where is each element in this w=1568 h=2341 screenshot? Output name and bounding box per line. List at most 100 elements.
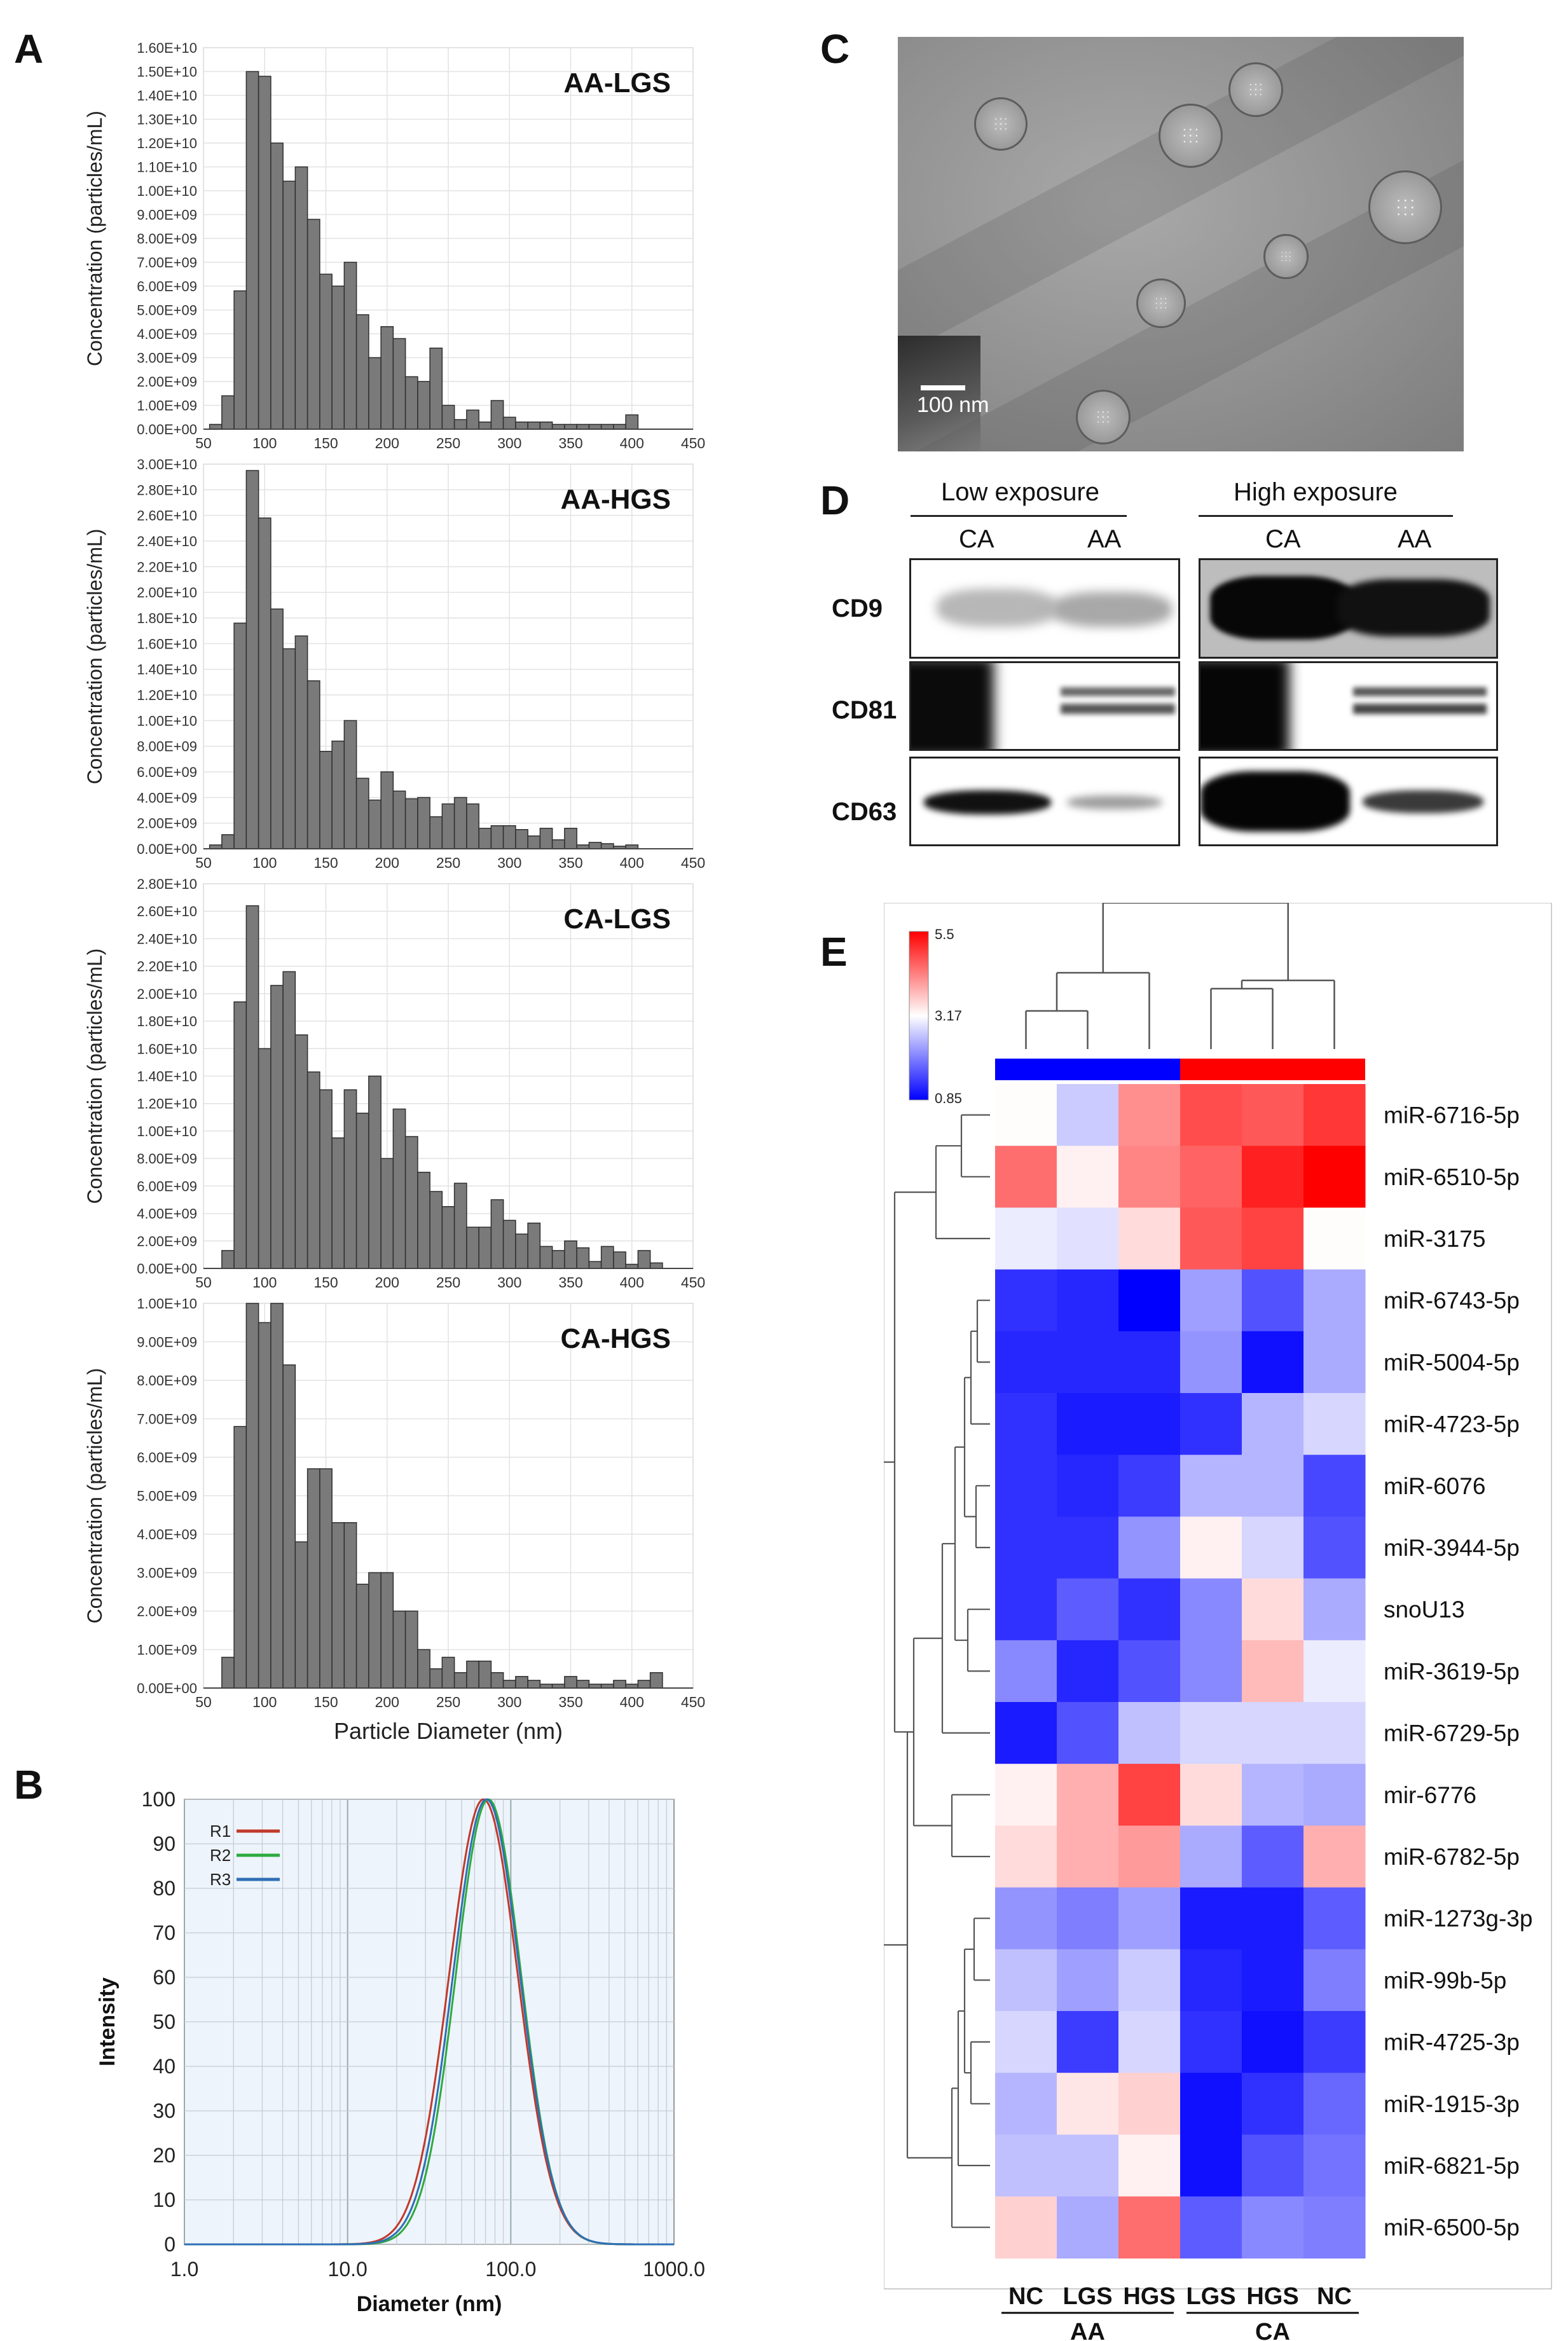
heatmap-cell (1242, 2011, 1304, 2073)
histogram-bar (527, 835, 541, 849)
y-tick-label: 2.80E+10 (137, 482, 197, 498)
y-tick-label: 1.50E+10 (137, 64, 197, 80)
y-tick-label: 5.00E+09 (137, 1488, 197, 1504)
row-label: miR-6500-5p (1384, 2214, 1520, 2241)
y-tick-label: 4.00E+09 (137, 1206, 197, 1222)
heatmap-cell (995, 1393, 1057, 1455)
heatmap-cell (1180, 1207, 1242, 1270)
histogram-bar (404, 1610, 418, 1689)
y-tick-label: 3.00E+09 (137, 1565, 197, 1581)
y-tick-label: 1.60E+10 (137, 40, 197, 56)
lane-label: AA (1087, 525, 1122, 553)
histogram-bar (258, 76, 272, 430)
histogram-bar (441, 1206, 455, 1269)
histogram-bar (258, 517, 272, 849)
heatmap-cell (1303, 1640, 1366, 1703)
heatmap-cell (1118, 1207, 1181, 1270)
histogram-bar (245, 470, 259, 849)
heatmap-cell (1242, 1393, 1304, 1455)
histogram-bar (343, 1089, 357, 1269)
histogram-bar (392, 790, 406, 849)
histogram-bar (355, 314, 369, 430)
histogram-bar (355, 778, 369, 849)
y-axis-label: Concentration (particles/mL) (83, 1368, 106, 1624)
row-label: miR-4723-5p (1384, 1411, 1520, 1438)
heatmap-cell (1057, 1949, 1119, 2012)
histogram-bar (441, 1656, 455, 1689)
x-tick-label: 150 (313, 855, 338, 871)
y-tick-label: 6.00E+09 (137, 1178, 197, 1194)
histogram-bar (306, 680, 320, 849)
histogram-bar (331, 1522, 345, 1689)
group-high-exposure: High exposure (1234, 478, 1398, 506)
histogram-bar (233, 290, 247, 430)
histogram-bar (564, 423, 577, 430)
histogram-bar (637, 1250, 651, 1269)
histogram-bar (649, 1672, 663, 1689)
blot-cd63-low (909, 757, 1180, 846)
heatmap-cell (995, 1578, 1057, 1641)
histogram-bar (221, 395, 235, 430)
heatmap-cell (1242, 1455, 1304, 1517)
scale-mid-label: 3.17 (935, 1008, 962, 1024)
heatmap-cell (995, 1455, 1057, 1517)
heatmap-cell (1118, 1640, 1181, 1703)
heatmap-cell (995, 1084, 1057, 1146)
histogram-bar (478, 1226, 492, 1269)
heatmap-cell (1118, 1702, 1181, 1764)
heatmap-cell (1118, 1764, 1181, 1826)
histogram-bar (613, 1251, 626, 1269)
x-tick-label: 450 (681, 1274, 705, 1291)
x-tick-label: 350 (558, 1694, 582, 1710)
histogram-bar (576, 1247, 590, 1269)
y-tick-label: 2.20E+10 (137, 959, 197, 975)
histogram-bar (600, 423, 614, 430)
x-tick-label: 300 (497, 855, 521, 871)
y-tick-label: 2.20E+10 (137, 559, 197, 575)
heatmap-cell (1057, 1640, 1119, 1703)
heatmap-cell (1118, 1949, 1181, 2012)
x-tick-label: 10.0 (328, 2258, 368, 2281)
x-axis-label: Diameter (nm) (357, 2292, 502, 2316)
histogram-bar (404, 1136, 418, 1269)
y-tick-label: 1.60E+10 (137, 1041, 197, 1057)
heatmap-cell (1303, 2196, 1366, 2259)
y-tick-label: 1.80E+10 (137, 610, 197, 626)
column-label: NC (1008, 2283, 1043, 2310)
x-tick-label: 1.0 (170, 2258, 198, 2281)
histogram-bar (588, 1261, 602, 1269)
heatmap-cell (1242, 2196, 1304, 2259)
y-tick-label: 2.00E+09 (137, 374, 197, 390)
histogram-bar (613, 1680, 626, 1689)
panel-label-b: B (14, 1762, 44, 1808)
x-tick-label: 100 (252, 435, 277, 451)
x-tick-label: 100 (252, 855, 277, 871)
histogram-bar (637, 1680, 651, 1689)
histogram-bar (466, 1226, 479, 1269)
heatmap-cell (1303, 1825, 1366, 1888)
histogram-bar (478, 1660, 492, 1689)
heatmap-cell (1242, 1764, 1304, 1826)
heatmap-cell (1180, 1393, 1242, 1455)
scale-bar-label: 100 nm (917, 393, 989, 417)
heatmap-cell (1242, 1207, 1304, 1270)
heatmap-cell (1303, 1578, 1366, 1641)
histogram-bar (331, 285, 345, 430)
histogram-bar (515, 829, 528, 849)
histogram-bar (551, 1250, 565, 1269)
histogram-bar (270, 1303, 284, 1689)
histogram-bar (258, 1048, 272, 1269)
heatmap-cell (995, 1146, 1057, 1208)
column-group-label: CA (1255, 2319, 1290, 2341)
histogram-bar (221, 834, 235, 849)
heatmap-frame (884, 903, 1552, 2290)
histogram-bar (368, 1572, 382, 1689)
y-tick-label: 2.00E+09 (137, 1603, 197, 1619)
heatmap-cell (1180, 1331, 1242, 1394)
y-tick-label: 8.00E+09 (137, 1373, 197, 1389)
heatmap-cell (1118, 2073, 1181, 2135)
histogram-bar (368, 799, 382, 849)
y-axis-label: Concentration (particles/mL) (83, 529, 106, 785)
histogram-bar (453, 1183, 467, 1269)
y-axis-label: Concentration (particles/mL) (83, 949, 106, 1204)
